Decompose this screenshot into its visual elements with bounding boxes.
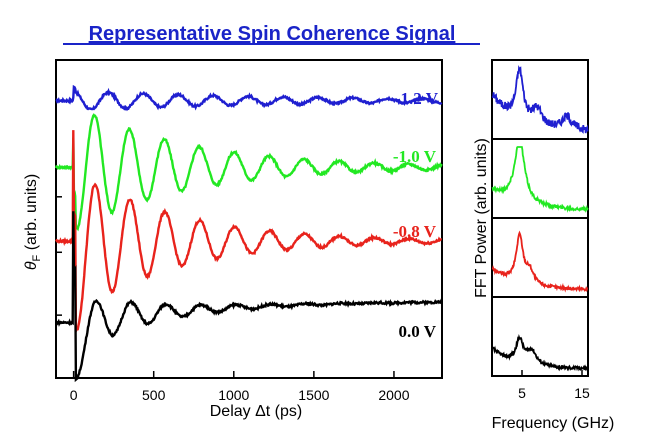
fft-panels (491, 59, 589, 377)
fft-panel-frame-1 (491, 59, 589, 140)
main-plot-frame (55, 59, 443, 379)
fft-series-line-4 (491, 334, 589, 372)
fft-x-tick-label-0: 5 (518, 385, 526, 401)
main-series-labels: -1.2 V -1.0 V -0.8 V 0.0 V (393, 89, 439, 341)
main-x-tick-label-1: 500 (142, 387, 166, 403)
series-line-2 (54, 113, 443, 232)
fft-y-axis-label: FFT Power (arb. units) (473, 138, 490, 298)
series-label-2: -1.0 V (393, 147, 437, 166)
chart-title: Representative Spin Coherence Signal (89, 23, 456, 45)
series-label-4: 0.0 V (399, 322, 437, 341)
main-y-label-theta: θ (23, 261, 40, 270)
series-line-3 (55, 130, 443, 333)
fft-chart: 5 15 Frequency (GHz) FFT Power (arb. unit… (473, 59, 615, 432)
fft-panel-frame-3 (491, 217, 589, 298)
main-x-tick-label-3: 1500 (298, 387, 329, 403)
main-time-domain-chart: -1.2 V -1.0 V -0.8 V 0.0 V 0 500 1000 1500 2000… (23, 59, 443, 420)
fft-x-axis-label: Frequency (GHz) (492, 415, 615, 432)
main-x-tick-label-2: 1000 (218, 387, 249, 403)
main-x-tick-label-4: 2000 (378, 387, 409, 403)
main-x-tick-label-0: 0 (70, 387, 78, 403)
main-x-ticks: 0 500 1000 1500 2000 (56, 196, 410, 403)
main-y-label-rest: (arb. units) (23, 174, 40, 255)
main-series-group (54, 84, 443, 383)
main-y-label-sub: F (31, 254, 43, 261)
fft-series-line-1 (491, 64, 589, 134)
fft-series-line-2 (491, 146, 589, 213)
main-x-axis-label: Delay Δt (ps) (210, 403, 302, 420)
series-label-3: -0.8 V (393, 222, 437, 241)
fft-panel-frame-4 (491, 296, 589, 377)
fft-panel-frame-2 (491, 138, 589, 219)
series-line-1 (55, 84, 443, 112)
fft-series-line-3 (491, 230, 589, 293)
series-label-1: -1.2 V (395, 89, 439, 108)
series-line-4 (55, 211, 443, 383)
fft-x-ticks: 5 15 (518, 370, 590, 401)
fft-x-tick-label-1: 15 (574, 385, 590, 401)
main-y-axis-label: θF (arb. units) (23, 174, 43, 270)
